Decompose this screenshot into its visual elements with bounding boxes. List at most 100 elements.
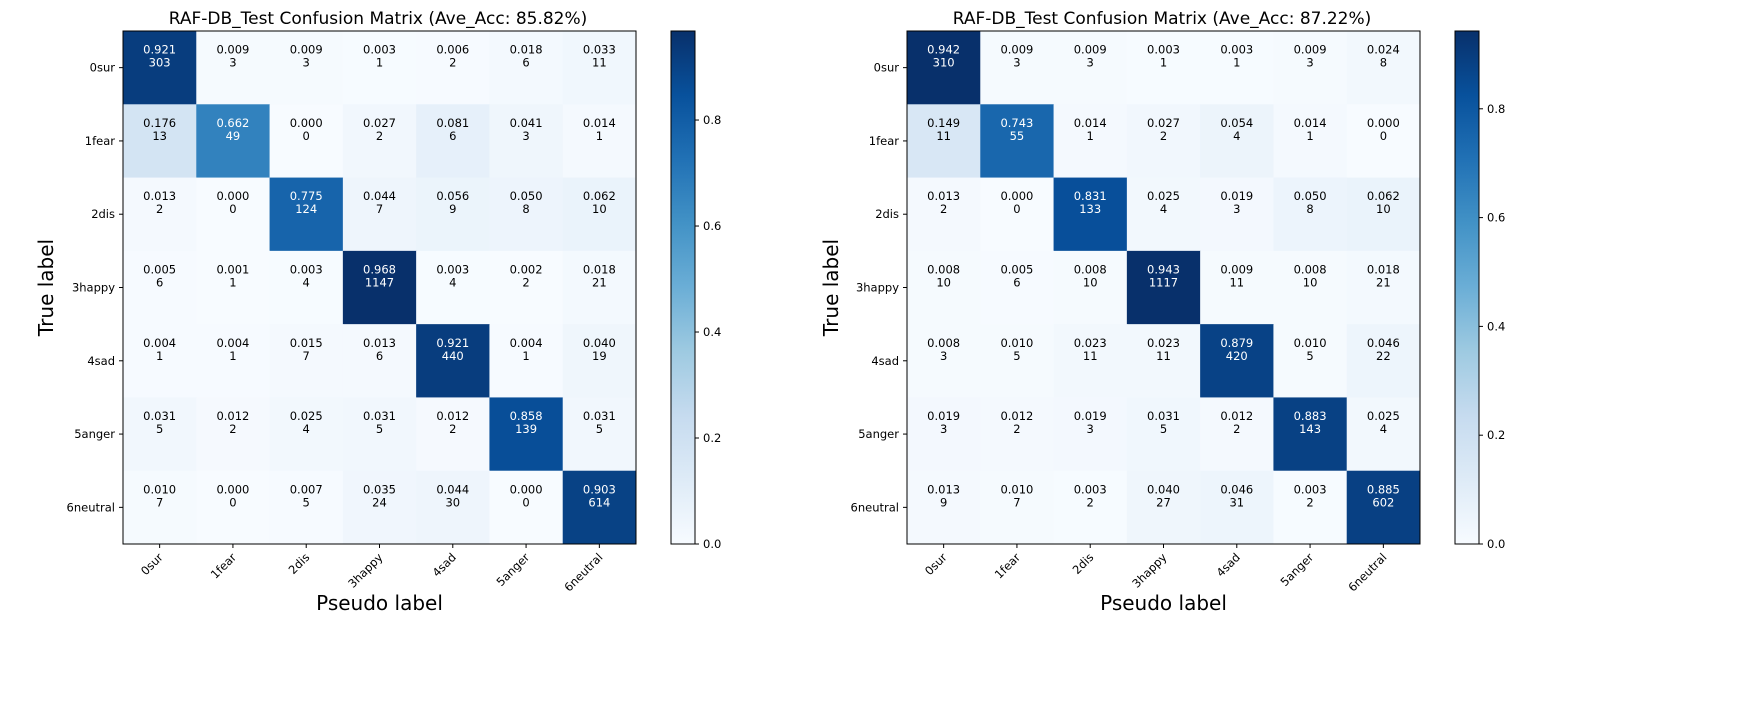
- heatmap-cell: [123, 104, 197, 179]
- cell-ratio-label: 0.921: [143, 43, 176, 57]
- heatmap-cell: [269, 324, 344, 398]
- cell-count-label: 143: [1299, 422, 1321, 436]
- heatmap-cell: [1273, 104, 1348, 179]
- cell-ratio-label: 0.015: [290, 336, 323, 350]
- heatmap-cell: [1346, 397, 1421, 472]
- cell-count-label: 11: [1156, 349, 1171, 363]
- heatmap-cell: [342, 31, 417, 105]
- heatmap-cell: [489, 104, 564, 179]
- heatmap-cell: [1273, 250, 1348, 325]
- heatmap-cell: [269, 397, 344, 472]
- cell-count-label: 310: [933, 56, 955, 70]
- heatmap-cell: [907, 470, 981, 545]
- cell-count-label: 11: [1083, 349, 1098, 363]
- cell-ratio-label: 0.000: [1000, 189, 1033, 203]
- x-tick-label: 4sad: [1213, 550, 1242, 579]
- cell-ratio-label: 0.003: [1294, 482, 1327, 496]
- heatmap-cell: [1126, 250, 1201, 325]
- cell-count-label: 49: [226, 129, 241, 143]
- y-tick-label: 3happy: [72, 281, 115, 295]
- y-tick-label: 0sur: [874, 61, 900, 75]
- cell-ratio-label: 0.012: [436, 409, 469, 423]
- cell-count-label: 3: [1087, 56, 1094, 70]
- heatmap-cell: [1346, 177, 1421, 252]
- cell-count-label: 1: [229, 276, 236, 290]
- cell-ratio-label: 0.018: [1367, 263, 1400, 277]
- cell-count-label: 24: [372, 495, 387, 509]
- cell-ratio-label: 0.010: [1000, 482, 1033, 496]
- cell-ratio-label: 0.009: [290, 43, 323, 57]
- heatmap-cell: [123, 324, 197, 398]
- heatmap-cell: [907, 104, 981, 179]
- cell-count-label: 6: [156, 276, 163, 290]
- cell-count-label: 1: [229, 349, 236, 363]
- heatmap-cell: [1273, 397, 1348, 472]
- cell-ratio-label: 0.000: [216, 189, 249, 203]
- heatmap-cell: [342, 104, 417, 179]
- y-tick-label: 2dis: [91, 207, 115, 221]
- cell-ratio-label: 0.943: [1147, 263, 1180, 277]
- heatmap-cell: [980, 470, 1055, 545]
- heatmap-cell: [416, 324, 490, 398]
- heatmap-cell: [489, 250, 564, 325]
- heatmap-cell: [416, 104, 490, 179]
- cell-ratio-label: 0.024: [1367, 43, 1400, 57]
- cell-ratio-label: 0.968: [363, 263, 396, 277]
- cell-count-label: 19: [592, 349, 607, 363]
- heatmap-cell: [562, 104, 637, 179]
- cell-count-label: 2: [1013, 422, 1020, 436]
- cell-count-label: 3: [1306, 56, 1313, 70]
- colorbar: [1454, 30, 1480, 545]
- cell-ratio-label: 0.013: [363, 336, 396, 350]
- colorbar-tick-label: 0.6: [703, 219, 721, 233]
- cell-count-label: 3: [522, 129, 529, 143]
- heatmap-cell: [562, 250, 637, 325]
- cell-ratio-label: 0.000: [1367, 116, 1400, 130]
- heatmap-cell: [416, 31, 490, 105]
- heatmap-cell: [196, 31, 271, 105]
- y-axis-label: True label: [819, 239, 843, 337]
- heatmap-cell: [562, 324, 637, 398]
- cell-ratio-label: 0.013: [927, 482, 960, 496]
- cell-count-label: 10: [1303, 276, 1318, 290]
- cell-ratio-label: 0.009: [1000, 43, 1033, 57]
- colorbar-tick-label: 0.4: [703, 325, 721, 339]
- heatmap-cell: [1126, 177, 1201, 252]
- heatmap-cell: [489, 470, 564, 545]
- cell-ratio-label: 0.008: [927, 336, 960, 350]
- cell-ratio-label: 0.743: [1000, 116, 1033, 130]
- cell-count-label: 4: [449, 276, 456, 290]
- cell-ratio-label: 0.044: [436, 482, 469, 496]
- cell-ratio-label: 0.056: [436, 189, 469, 203]
- cell-ratio-label: 0.014: [583, 116, 616, 130]
- heatmap-cell: [269, 31, 344, 105]
- cell-count-label: 2: [449, 56, 456, 70]
- cell-ratio-label: 0.003: [363, 43, 396, 57]
- x-tick-label: 3happy: [345, 550, 385, 590]
- cell-ratio-label: 0.050: [510, 189, 543, 203]
- cell-count-label: 9: [940, 495, 947, 509]
- cell-count-label: 2: [522, 276, 529, 290]
- heatmap-cell: [269, 250, 344, 325]
- heatmap-cell: [196, 324, 271, 398]
- cell-count-label: 4: [303, 422, 310, 436]
- cell-count-label: 13: [152, 129, 167, 143]
- heatmap-cell: [907, 324, 981, 398]
- cell-ratio-label: 0.031: [583, 409, 616, 423]
- heatmap-cell: [1126, 397, 1201, 472]
- heatmap-cell: [123, 31, 197, 105]
- cell-count-label: 8: [1380, 56, 1387, 70]
- heatmap-cell: [269, 470, 344, 545]
- cell-count-label: 21: [592, 276, 607, 290]
- heatmap-cell: [196, 104, 271, 179]
- cell-ratio-label: 0.003: [436, 263, 469, 277]
- cell-count-label: 3: [229, 56, 236, 70]
- cell-count-label: 9: [449, 202, 456, 216]
- y-tick-label: 6neutral: [67, 500, 115, 514]
- heatmap-cell: [1126, 470, 1201, 545]
- cell-count-label: 3: [940, 422, 947, 436]
- cell-ratio-label: 0.858: [510, 409, 543, 423]
- heatmap-cell: [1200, 104, 1274, 179]
